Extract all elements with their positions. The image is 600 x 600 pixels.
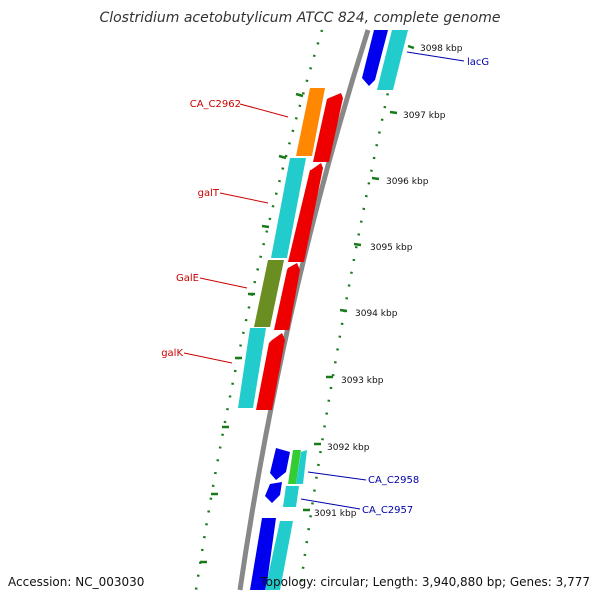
accession-text: Accession: NC_003030 — [8, 575, 145, 589]
kbp-label-3092: 3092 kbp — [327, 443, 370, 453]
CA_C2962-gene-red — [313, 93, 343, 162]
gene-label-lacG[interactable]: lacG — [467, 57, 489, 68]
gene-label-galT[interactable]: galT — [198, 188, 220, 199]
kbp-ticks — [303, 44, 415, 512]
gene-label-CA_C2962[interactable]: CA_C2962 — [190, 99, 241, 110]
lacG-gene-blue — [362, 30, 388, 86]
kbp-tick-3097 — [389, 110, 398, 115]
gene-label-CA_C2957[interactable]: CA_C2957 — [362, 505, 413, 516]
kbp-label-3096: 3096 kbp — [386, 177, 429, 187]
inner-tick-1 — [295, 92, 304, 98]
CA_C2958-gene-green — [288, 450, 301, 484]
kbp-label-3097: 3097 kbp — [403, 111, 446, 121]
bottom-gene-cyan — [265, 521, 293, 590]
kbp-label-3093: 3093 kbp — [341, 376, 384, 386]
topology-text: Topology: circular; Length: 3,940,880 bp… — [260, 575, 590, 589]
kbp-ticks-inner — [200, 92, 304, 564]
leader-galT — [219, 192, 269, 204]
CA_C2962-gene-orange — [296, 88, 325, 156]
gene-label-GalE[interactable]: GalE — [176, 273, 199, 284]
GalE-gene-red — [274, 263, 300, 330]
galK-gene-cyan — [238, 328, 266, 408]
leader-CA_C2957 — [300, 498, 361, 510]
kbp-label-3091: 3091 kbp — [314, 509, 357, 519]
GalE-gene-olive — [254, 260, 284, 327]
leader-lacG — [406, 51, 465, 62]
kbp-label-3094: 3094 kbp — [355, 309, 398, 319]
gene-label-CA_C2958[interactable]: CA_C2958 — [368, 475, 419, 486]
inner-tick-2 — [278, 154, 287, 160]
leader-CA_C2962 — [239, 103, 289, 118]
CA_C2958-gene-blue — [270, 448, 290, 480]
CA_C2957-gene-cyan — [283, 486, 299, 507]
lacG-gene-cyan — [377, 30, 408, 90]
kbp-label-3098: 3098 kbp — [420, 44, 463, 54]
CA_C2958-gene-cyan — [296, 450, 307, 484]
kbp-label-3095: 3095 kbp — [370, 243, 413, 253]
gene-label-galK[interactable]: galK — [161, 348, 183, 359]
bottom-gene-blue — [250, 518, 276, 590]
CA_C2957-gene-blue — [265, 482, 282, 503]
galT-gene-cyan — [271, 158, 306, 258]
kbp-tick-3096 — [371, 176, 380, 181]
galK-gene-red — [256, 333, 285, 410]
kbp-tick-3094 — [339, 308, 348, 313]
galT-gene-red — [288, 163, 323, 262]
leader-galK — [183, 352, 233, 364]
leader-CA_C2958 — [307, 471, 367, 481]
leader-GalE — [199, 277, 248, 289]
kbp-tick-3098 — [407, 44, 415, 50]
inner-tick-3 — [261, 224, 270, 229]
inner-tick-track — [194, 29, 324, 591]
kbp-tick-3095 — [353, 242, 362, 247]
map-title: Clostridium acetobutylicum ATCC 824, com… — [99, 10, 501, 26]
